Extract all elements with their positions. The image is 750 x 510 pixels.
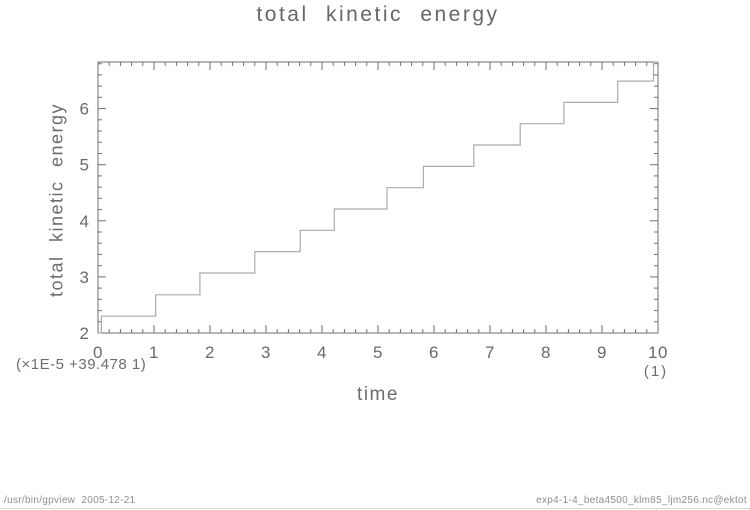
svg-text:3: 3 [261, 343, 271, 362]
canvas-bottom-border [0, 508, 750, 509]
footer-command-text: /usr/bin/gpview 2005-12-21 [4, 495, 136, 506]
svg-text:1: 1 [149, 343, 159, 362]
footer-filename-text: exp4-1-4_beta4500_klm85_ljm256.nc@ektot [536, 495, 747, 506]
y-axis-factor-label: (×1E-5 +39.478 1) [16, 356, 147, 373]
svg-text:2: 2 [205, 343, 215, 362]
svg-text:2: 2 [80, 324, 89, 343]
svg-text:0: 0 [93, 343, 103, 362]
svg-text:10: 10 [648, 343, 668, 362]
svg-text:3: 3 [80, 268, 89, 287]
svg-text:5: 5 [373, 343, 383, 362]
chart-title: total kinetic energy [256, 3, 500, 26]
svg-text:9: 9 [597, 343, 607, 362]
svg-text:5: 5 [80, 156, 89, 175]
svg-text:6: 6 [80, 100, 89, 119]
svg-text:4: 4 [317, 343, 327, 362]
svg-text:7: 7 [485, 343, 495, 362]
svg-text:6: 6 [429, 343, 439, 362]
svg-text:8: 8 [541, 343, 551, 362]
chart-plot-area: 0 1 2 3 4 5 6 7 8 9 10 2 3 4 5 6 [80, 61, 668, 362]
svg-text:4: 4 [80, 212, 89, 231]
x-axis-unit-label: (1) [643, 363, 669, 380]
x-axis-title: time [357, 384, 399, 405]
